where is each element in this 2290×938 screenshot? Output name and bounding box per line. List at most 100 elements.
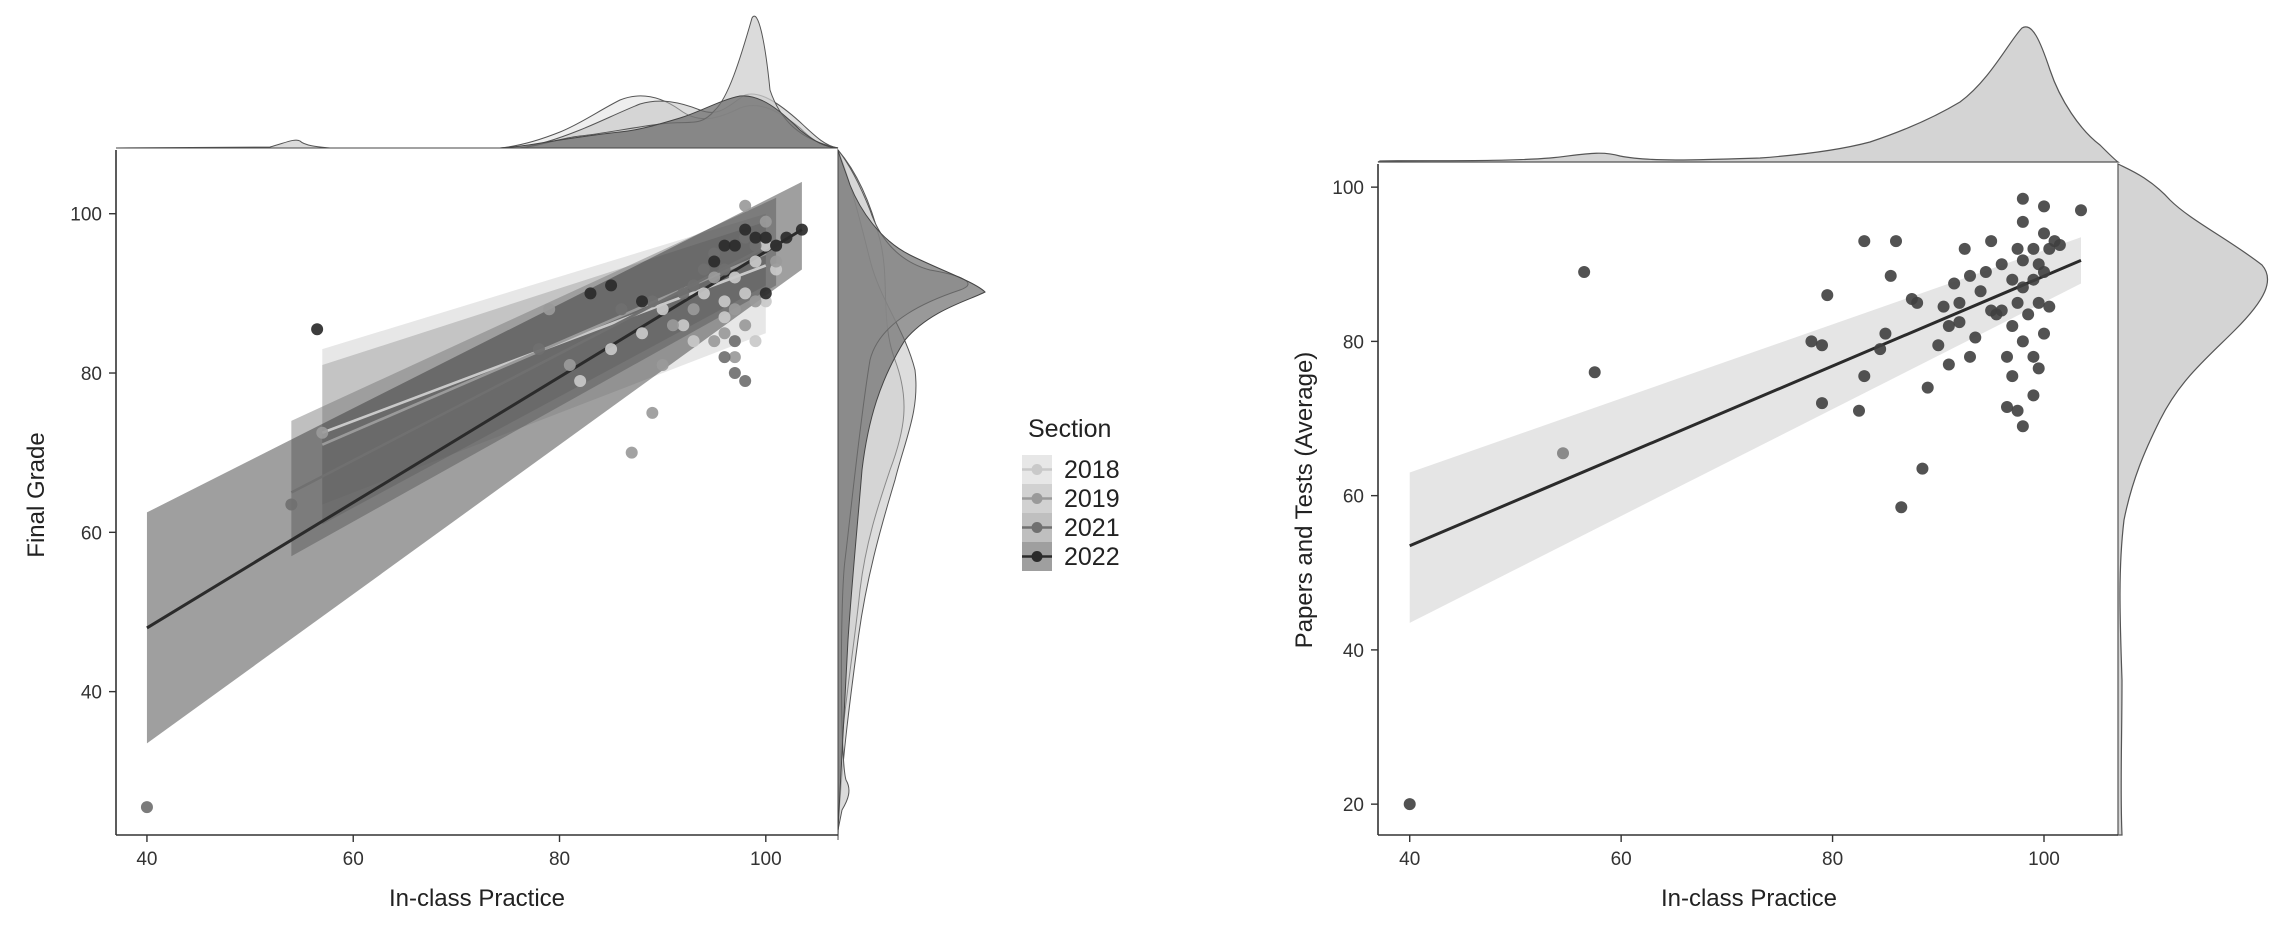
legend-entry-2022: 2022 [1022, 542, 1120, 571]
data-point [2016, 254, 2029, 267]
data-point [2001, 350, 2013, 363]
point-2021 [615, 303, 628, 316]
point-2022 [759, 231, 772, 244]
point-2021 [728, 367, 741, 380]
right-axes [1377, 164, 2118, 836]
confidence-band [1409, 237, 2081, 623]
point-2021 [140, 801, 153, 814]
data-point [2027, 273, 2040, 286]
right-x-tick-label: 60 [1611, 849, 1632, 870]
legend-key-point [1031, 551, 1043, 562]
point-2021 [718, 351, 731, 364]
legend-key-point [1031, 464, 1043, 475]
data-point [1884, 269, 1897, 282]
data-point [1821, 289, 1834, 302]
left-y-tick-label: 80 [81, 364, 102, 385]
top-density-2022 [116, 95, 839, 149]
left-right-density [837, 148, 986, 841]
point-2021 [739, 374, 752, 387]
data-point [1921, 381, 1934, 394]
point-2019 [687, 303, 700, 316]
data-point [1858, 370, 1871, 383]
data-point [1853, 404, 1865, 417]
data-point [1895, 501, 1908, 514]
left-y-tick-label: 100 [70, 205, 102, 226]
data-point [1932, 339, 1945, 352]
data-point [1403, 798, 1416, 811]
point-2019 [739, 319, 752, 332]
data-point [1816, 397, 1828, 410]
data-point [2032, 362, 2045, 375]
legend-key-point [1031, 522, 1043, 533]
right-y-tick-label: 100 [1332, 178, 1364, 199]
data-point [2043, 300, 2056, 313]
right-fit-line [1409, 259, 2082, 548]
point-2018 [697, 287, 710, 300]
left-y-tick-label: 40 [81, 683, 102, 704]
legend-label: 2021 [1064, 514, 1120, 542]
point-2022 [749, 231, 762, 244]
point-2022 [718, 239, 731, 252]
data-point [2038, 327, 2050, 340]
data-point [1958, 242, 1971, 255]
left-chart-panel: 40 60 80 100 40 60 80 100 In-class Practice Fi… [23, 15, 986, 912]
data-point [2032, 296, 2045, 309]
data-point [2011, 296, 2024, 309]
right-y-tick-label: 80 [1343, 332, 1364, 353]
fit-line-2022 [146, 228, 803, 630]
point-2022 [795, 223, 808, 236]
data-point [1979, 265, 1992, 278]
legend-label: 2018 [1064, 456, 1120, 484]
data-point [1858, 235, 1871, 248]
data-point [2022, 308, 2035, 321]
data-point [1995, 258, 2008, 271]
data-point [1911, 296, 1924, 309]
left-plot-area: 40 60 80 100 40 60 80 100 In-class Practice Fi… [23, 150, 838, 912]
right-x-axis-title: In-class Practice [1661, 885, 1837, 912]
data-point [1995, 304, 2008, 317]
data-point [1948, 277, 1961, 290]
right-y-tick-label: 20 [1343, 795, 1364, 816]
confidence-band-2022 [146, 181, 802, 744]
point-2018 [718, 311, 731, 324]
point-2018 [728, 271, 741, 284]
point-2019 [646, 406, 659, 419]
data-point [1969, 331, 1982, 344]
data-point [2038, 200, 2050, 213]
data-point [2006, 319, 2019, 332]
legend-entry-2019: 2019 [1022, 484, 1120, 513]
data-point [1879, 327, 1892, 340]
data-point [1805, 335, 1818, 348]
data-point [1964, 350, 1976, 363]
legend-entry-2018: 2018 [1022, 455, 1120, 484]
data-point [1557, 447, 1569, 460]
point-2019 [770, 255, 783, 268]
data-point [1942, 358, 1955, 371]
data-point [2027, 242, 2040, 255]
point-2021 [677, 287, 690, 300]
right-y-ticks: 20 40 60 80 100 [1332, 178, 1378, 816]
point-2022 [759, 287, 772, 300]
point-2019 [656, 359, 669, 372]
left-x-ticks: 40 60 80 100 [136, 835, 782, 870]
point-2021 [728, 335, 741, 348]
point-2019 [728, 303, 741, 316]
point-2019 [739, 199, 752, 212]
confidence-band-2018 [322, 213, 766, 505]
right-density-2022 [837, 149, 986, 831]
point-2021 [697, 263, 710, 276]
point-2021 [532, 343, 545, 356]
point-2018 [749, 335, 762, 348]
point-2021 [718, 263, 731, 276]
point-2018 [677, 319, 690, 332]
data-point [2006, 370, 2019, 383]
legend-label: 2019 [1064, 485, 1120, 513]
point-2019 [708, 335, 721, 348]
data-point [2016, 192, 2029, 205]
point-2022 [605, 279, 618, 292]
point-2018 [574, 374, 587, 387]
